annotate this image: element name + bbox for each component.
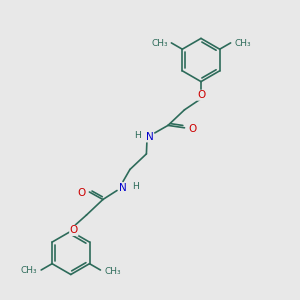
Text: CH₃: CH₃ bbox=[104, 266, 121, 275]
Text: O: O bbox=[70, 226, 78, 236]
Text: N: N bbox=[118, 183, 126, 193]
Text: O: O bbox=[188, 124, 196, 134]
Text: CH₃: CH₃ bbox=[151, 39, 168, 48]
Text: CH₃: CH₃ bbox=[21, 266, 38, 275]
Text: O: O bbox=[77, 188, 85, 198]
Text: N: N bbox=[146, 132, 153, 142]
Text: H: H bbox=[132, 182, 139, 191]
Text: H: H bbox=[134, 131, 141, 140]
Text: CH₃: CH₃ bbox=[234, 39, 251, 48]
Text: O: O bbox=[197, 90, 205, 100]
